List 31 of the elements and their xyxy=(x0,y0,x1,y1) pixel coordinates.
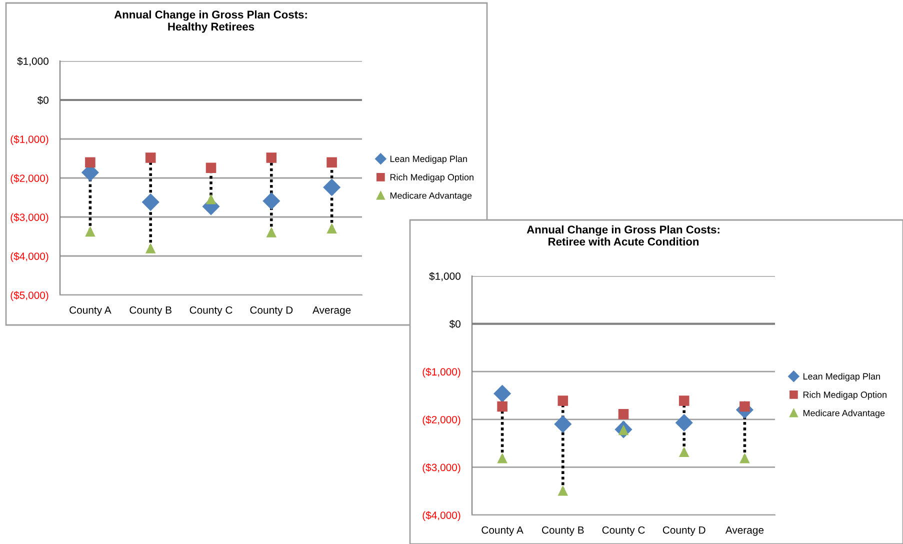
x-tick-label: County B xyxy=(130,306,172,316)
x-tick-label: County D xyxy=(250,306,293,316)
x-tick-label: Average xyxy=(725,526,764,536)
y-tick-label: $0 xyxy=(449,320,460,328)
y-tick-label: ($2,000) xyxy=(10,174,48,184)
legend-label: Rich Medigap Option xyxy=(803,391,886,400)
x-tick-label: County C xyxy=(190,306,232,316)
y-tick-label: $1,000 xyxy=(429,272,460,282)
y-tick-label: ($3,000) xyxy=(422,463,460,474)
x-tick-label: County D xyxy=(662,526,706,536)
y-tick-label: ($3,000) xyxy=(10,213,48,224)
x-tick-label: County A xyxy=(70,306,112,316)
legend-label: Lean Medigap Plan xyxy=(390,155,467,164)
x-tick-label: County A xyxy=(482,526,524,536)
y-tick-label: ($4,000) xyxy=(422,511,460,522)
y-tick-label: ($2,000) xyxy=(422,416,460,426)
chart-title: Annual Change in Gross Plan Costs: Retiree with Acute Condition xyxy=(526,225,720,246)
y-tick-label: $0 xyxy=(37,96,48,104)
legend-label: Medicare Advantage xyxy=(803,410,885,418)
y-tick-label: ($1,000) xyxy=(10,135,48,146)
y-tick-label: ($5,000) xyxy=(10,291,48,302)
y-tick-label: ($1,000) xyxy=(422,368,460,378)
x-tick-label: Average xyxy=(312,306,351,316)
legend-label: Medicare Advantage xyxy=(390,192,472,201)
x-tick-label: County B xyxy=(542,526,584,536)
y-tick-label: ($4,000) xyxy=(10,252,48,262)
y-tick-label: $1,000 xyxy=(17,57,48,66)
legend-label: Rich Medigap Option xyxy=(390,174,474,182)
x-tick-label: County C xyxy=(602,526,645,536)
chart-title: Annual Change in Gross Plan Costs: Healthy Retirees xyxy=(114,10,307,33)
legend-label: Lean Medigap Plan xyxy=(803,372,880,382)
